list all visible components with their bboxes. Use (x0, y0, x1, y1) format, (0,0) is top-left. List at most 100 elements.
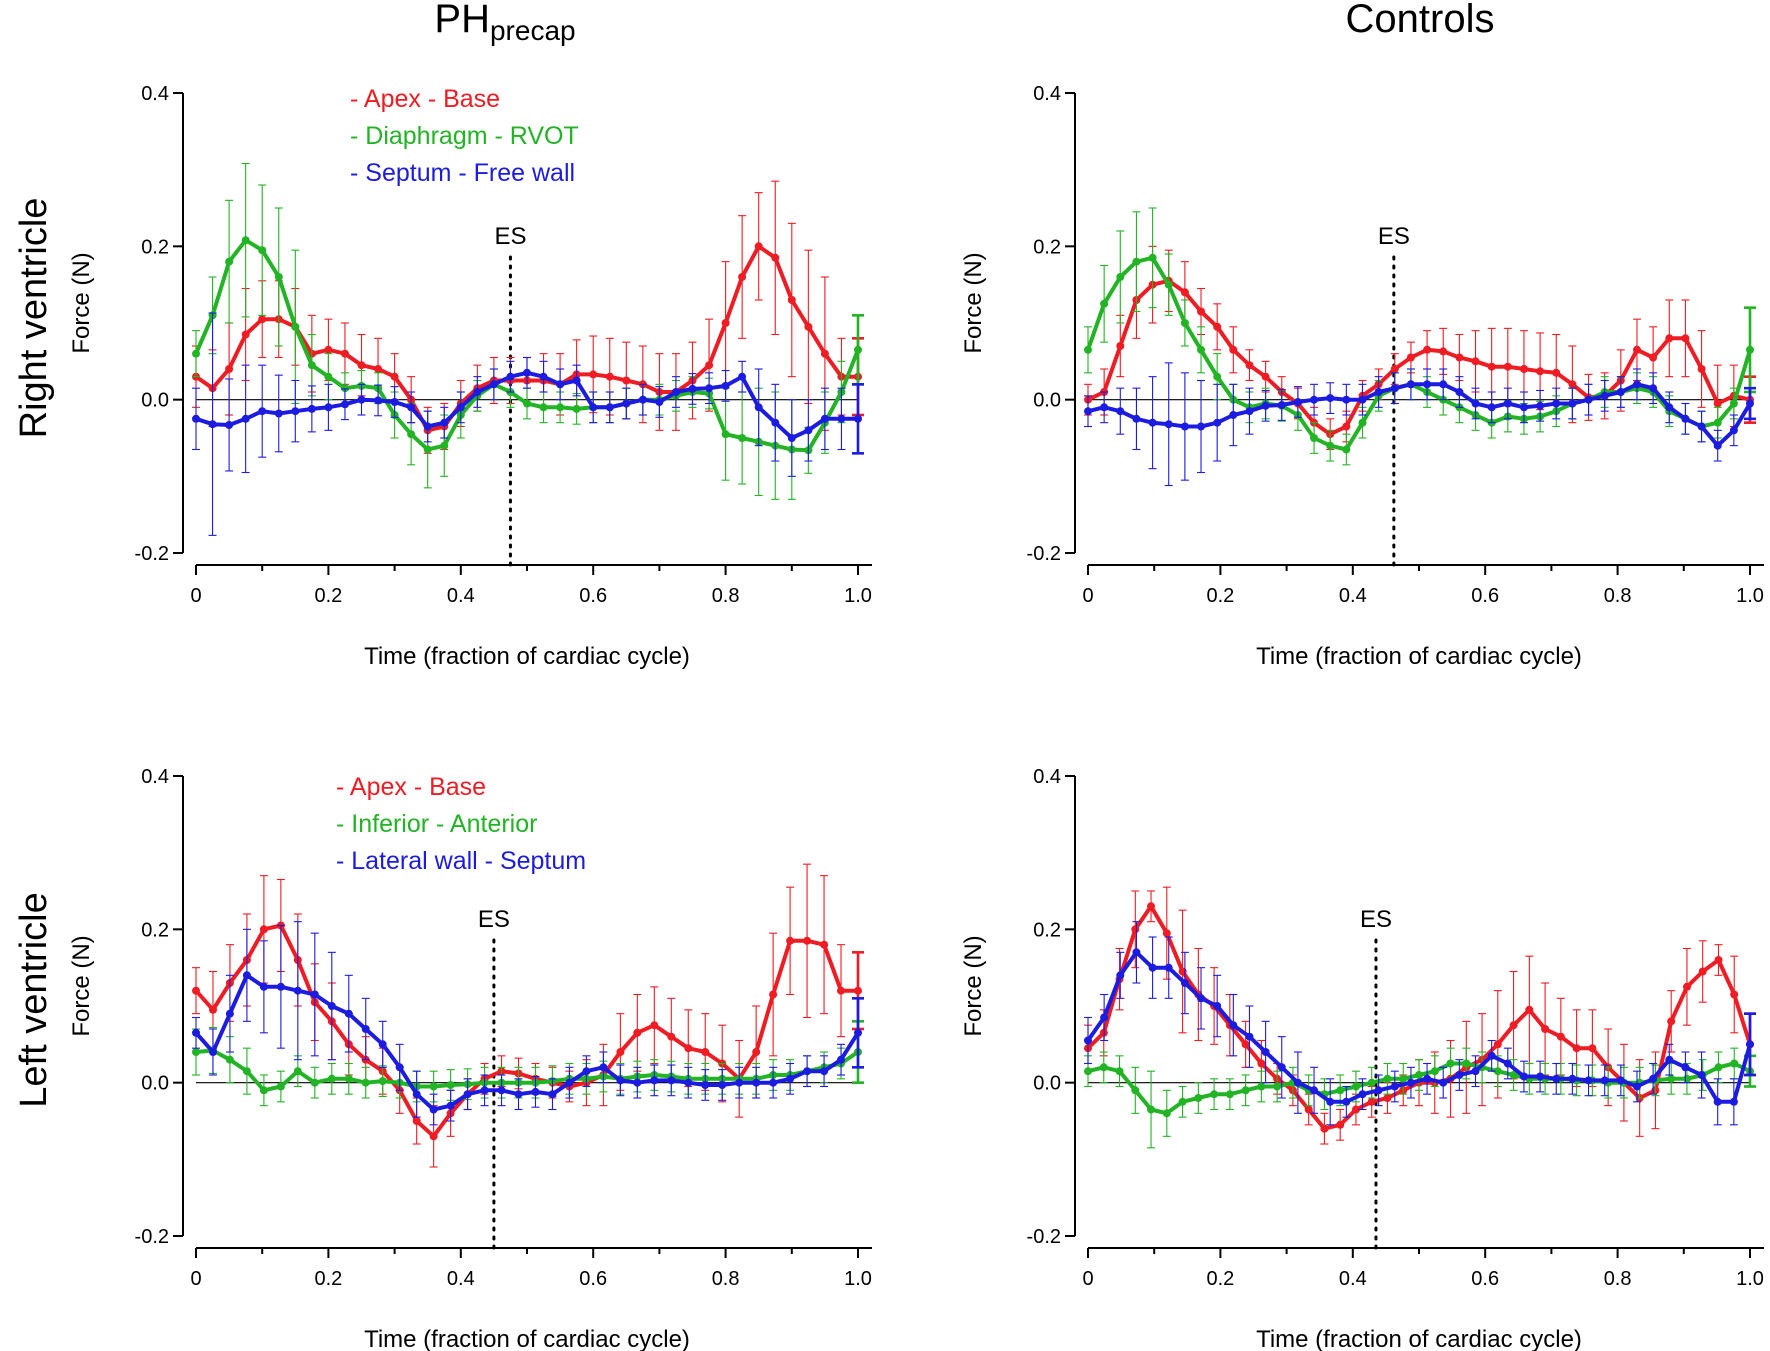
data-point (1423, 1074, 1432, 1083)
legend-entry: - Inferior - Anterior (336, 810, 537, 838)
data-point (1164, 420, 1173, 429)
data-point (1536, 367, 1545, 376)
data-point (1487, 1051, 1496, 1060)
x-tick-label: 0.6 (1471, 585, 1499, 607)
x-tick-label: 0.6 (579, 1268, 607, 1290)
data-point (1730, 990, 1739, 999)
data-point (1116, 342, 1125, 350)
data-point (1197, 994, 1205, 1003)
data-point (276, 982, 285, 991)
data-point (208, 420, 217, 429)
data-point (1584, 395, 1593, 404)
data-point (1520, 1072, 1528, 1081)
data-point (1730, 1059, 1739, 1068)
data-point (1180, 422, 1189, 431)
x-tick-label: 0.8 (1604, 1268, 1632, 1290)
y-tick-label: 0.4 (1033, 83, 1061, 105)
data-point (1600, 1076, 1609, 1085)
data-point (1509, 1071, 1518, 1079)
data-point (1277, 1063, 1286, 1072)
chart-rv_ph: -0.2 0.0 0.2 0.4 0 0.2 0.4 0.6 0.8 1.0 Time (fract… (68, 83, 872, 670)
data-point (1471, 399, 1480, 408)
data-point (1415, 1071, 1423, 1079)
data-point (1326, 441, 1335, 450)
data-point (1568, 1074, 1577, 1083)
data-point (192, 1048, 200, 1056)
data-point (1164, 963, 1173, 972)
data-point (721, 430, 730, 439)
data-point (1213, 418, 1222, 427)
data-point (1406, 380, 1415, 389)
data-point (1714, 1063, 1723, 1072)
data-point (1213, 1002, 1222, 1010)
data-point (1568, 399, 1577, 408)
data-point (633, 1078, 642, 1087)
data-point (1729, 1097, 1738, 1106)
data-point (374, 365, 383, 373)
data-point (1552, 368, 1561, 377)
data-point (1336, 1086, 1345, 1095)
data-point (1342, 445, 1351, 454)
x-tick-label: 1.0 (844, 1268, 872, 1290)
data-point (1649, 384, 1658, 393)
data-point (1568, 380, 1577, 389)
data-point (1399, 1074, 1408, 1083)
data-point (1342, 1097, 1351, 1106)
data-point (192, 414, 200, 423)
legend-entry: - Septum - Free wall (350, 159, 575, 187)
data-point (1493, 1040, 1502, 1049)
data-point (1665, 334, 1674, 343)
data-point (633, 1028, 642, 1037)
data-point (1293, 398, 1302, 406)
data-point (1178, 1097, 1187, 1106)
data-point (1162, 929, 1171, 938)
data-point (440, 441, 449, 450)
data-point (1665, 403, 1674, 412)
data-point (1713, 441, 1722, 450)
data-point (1273, 1082, 1282, 1091)
data-point (1367, 1097, 1376, 1106)
data-point (672, 388, 680, 396)
data-point (192, 986, 200, 995)
data-point (274, 273, 283, 281)
y-axis-label: Force (N) (960, 935, 987, 1036)
x-tick-label: 0.4 (447, 585, 475, 607)
data-point (599, 1063, 608, 1072)
data-point (638, 395, 647, 404)
data-point (1261, 1048, 1270, 1056)
data-point (1584, 1076, 1593, 1085)
data-point (344, 1074, 353, 1083)
data-point (378, 1040, 387, 1049)
y-tick-label: 0.2 (1033, 919, 1061, 941)
chart-rv_ctrl: -0.2 0.0 0.2 0.4 0 0.2 0.4 0.6 0.8 1.0 Time (fract… (960, 83, 1764, 670)
data-point (1509, 1021, 1518, 1030)
data-point (738, 372, 747, 381)
data-point (1180, 288, 1189, 297)
data-point (701, 1048, 710, 1056)
data-point (1383, 1074, 1392, 1083)
data-point (1649, 353, 1658, 362)
data-point (1683, 982, 1691, 991)
x-tick-label: 0.6 (579, 585, 607, 607)
series-apex-base (192, 863, 864, 1168)
data-point (258, 315, 267, 324)
data-point (572, 404, 581, 413)
data-point (556, 403, 565, 412)
data-point (616, 1048, 625, 1056)
data-point (1423, 345, 1432, 354)
data-point (565, 1078, 574, 1087)
data-point (1358, 1090, 1367, 1099)
data-point (1148, 253, 1157, 262)
data-point (1336, 1120, 1345, 1129)
data-point (804, 322, 813, 331)
data-point (361, 1078, 370, 1087)
y-tick-label: 0.4 (1033, 766, 1061, 788)
data-point (1229, 1021, 1238, 1030)
data-point (1132, 414, 1141, 423)
es-label: ES (1378, 223, 1410, 250)
data-point (1525, 1005, 1534, 1014)
data-point (589, 370, 598, 379)
data-point (548, 1090, 557, 1099)
data-point (1697, 422, 1706, 431)
legend-entry: - Lateral wall - Septum (336, 847, 586, 875)
